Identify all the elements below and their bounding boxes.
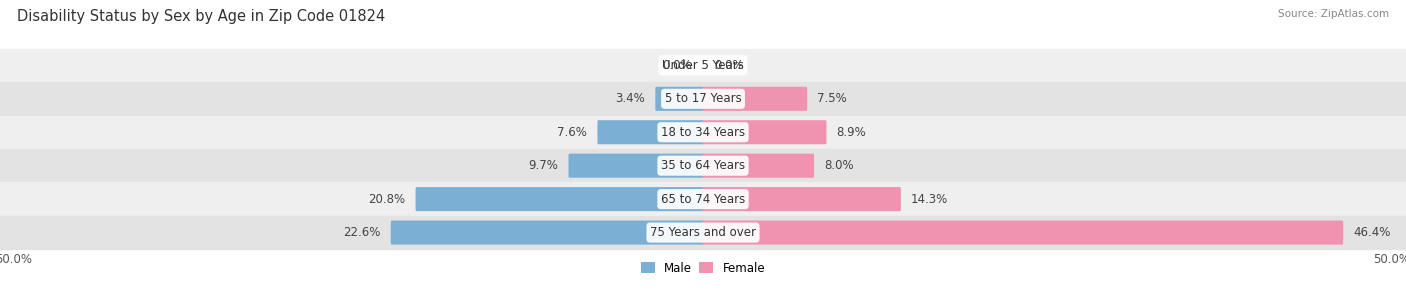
Text: 20.8%: 20.8% — [368, 193, 405, 206]
Bar — [0, 182, 1406, 216]
FancyBboxPatch shape — [391, 220, 704, 245]
FancyBboxPatch shape — [568, 154, 704, 178]
FancyBboxPatch shape — [702, 187, 901, 211]
Text: 46.4%: 46.4% — [1354, 226, 1391, 239]
Text: 8.0%: 8.0% — [824, 159, 853, 172]
Text: Disability Status by Sex by Age in Zip Code 01824: Disability Status by Sex by Age in Zip C… — [17, 9, 385, 24]
FancyBboxPatch shape — [702, 220, 1343, 245]
Bar — [0, 149, 1406, 182]
Text: 0.0%: 0.0% — [662, 59, 692, 72]
Text: 5 to 17 Years: 5 to 17 Years — [665, 92, 741, 105]
FancyBboxPatch shape — [598, 120, 704, 144]
Text: 75 Years and over: 75 Years and over — [650, 226, 756, 239]
Text: Source: ZipAtlas.com: Source: ZipAtlas.com — [1278, 9, 1389, 19]
FancyBboxPatch shape — [702, 87, 807, 111]
Text: 0.0%: 0.0% — [714, 59, 744, 72]
Text: Under 5 Years: Under 5 Years — [662, 59, 744, 72]
Text: 22.6%: 22.6% — [343, 226, 381, 239]
FancyBboxPatch shape — [702, 120, 827, 144]
Text: 18 to 34 Years: 18 to 34 Years — [661, 126, 745, 139]
Bar — [0, 116, 1406, 149]
FancyBboxPatch shape — [655, 87, 704, 111]
Text: 35 to 64 Years: 35 to 64 Years — [661, 159, 745, 172]
Text: 7.6%: 7.6% — [557, 126, 588, 139]
Bar — [0, 216, 1406, 249]
Text: 3.4%: 3.4% — [616, 92, 645, 105]
Text: 9.7%: 9.7% — [529, 159, 558, 172]
Legend: Male, Female: Male, Female — [636, 257, 770, 279]
FancyBboxPatch shape — [416, 187, 704, 211]
FancyBboxPatch shape — [702, 154, 814, 178]
Text: 7.5%: 7.5% — [817, 92, 846, 105]
Bar — [0, 82, 1406, 116]
Bar — [0, 49, 1406, 82]
Text: 14.3%: 14.3% — [911, 193, 948, 206]
Text: 65 to 74 Years: 65 to 74 Years — [661, 193, 745, 206]
Text: 8.9%: 8.9% — [837, 126, 866, 139]
